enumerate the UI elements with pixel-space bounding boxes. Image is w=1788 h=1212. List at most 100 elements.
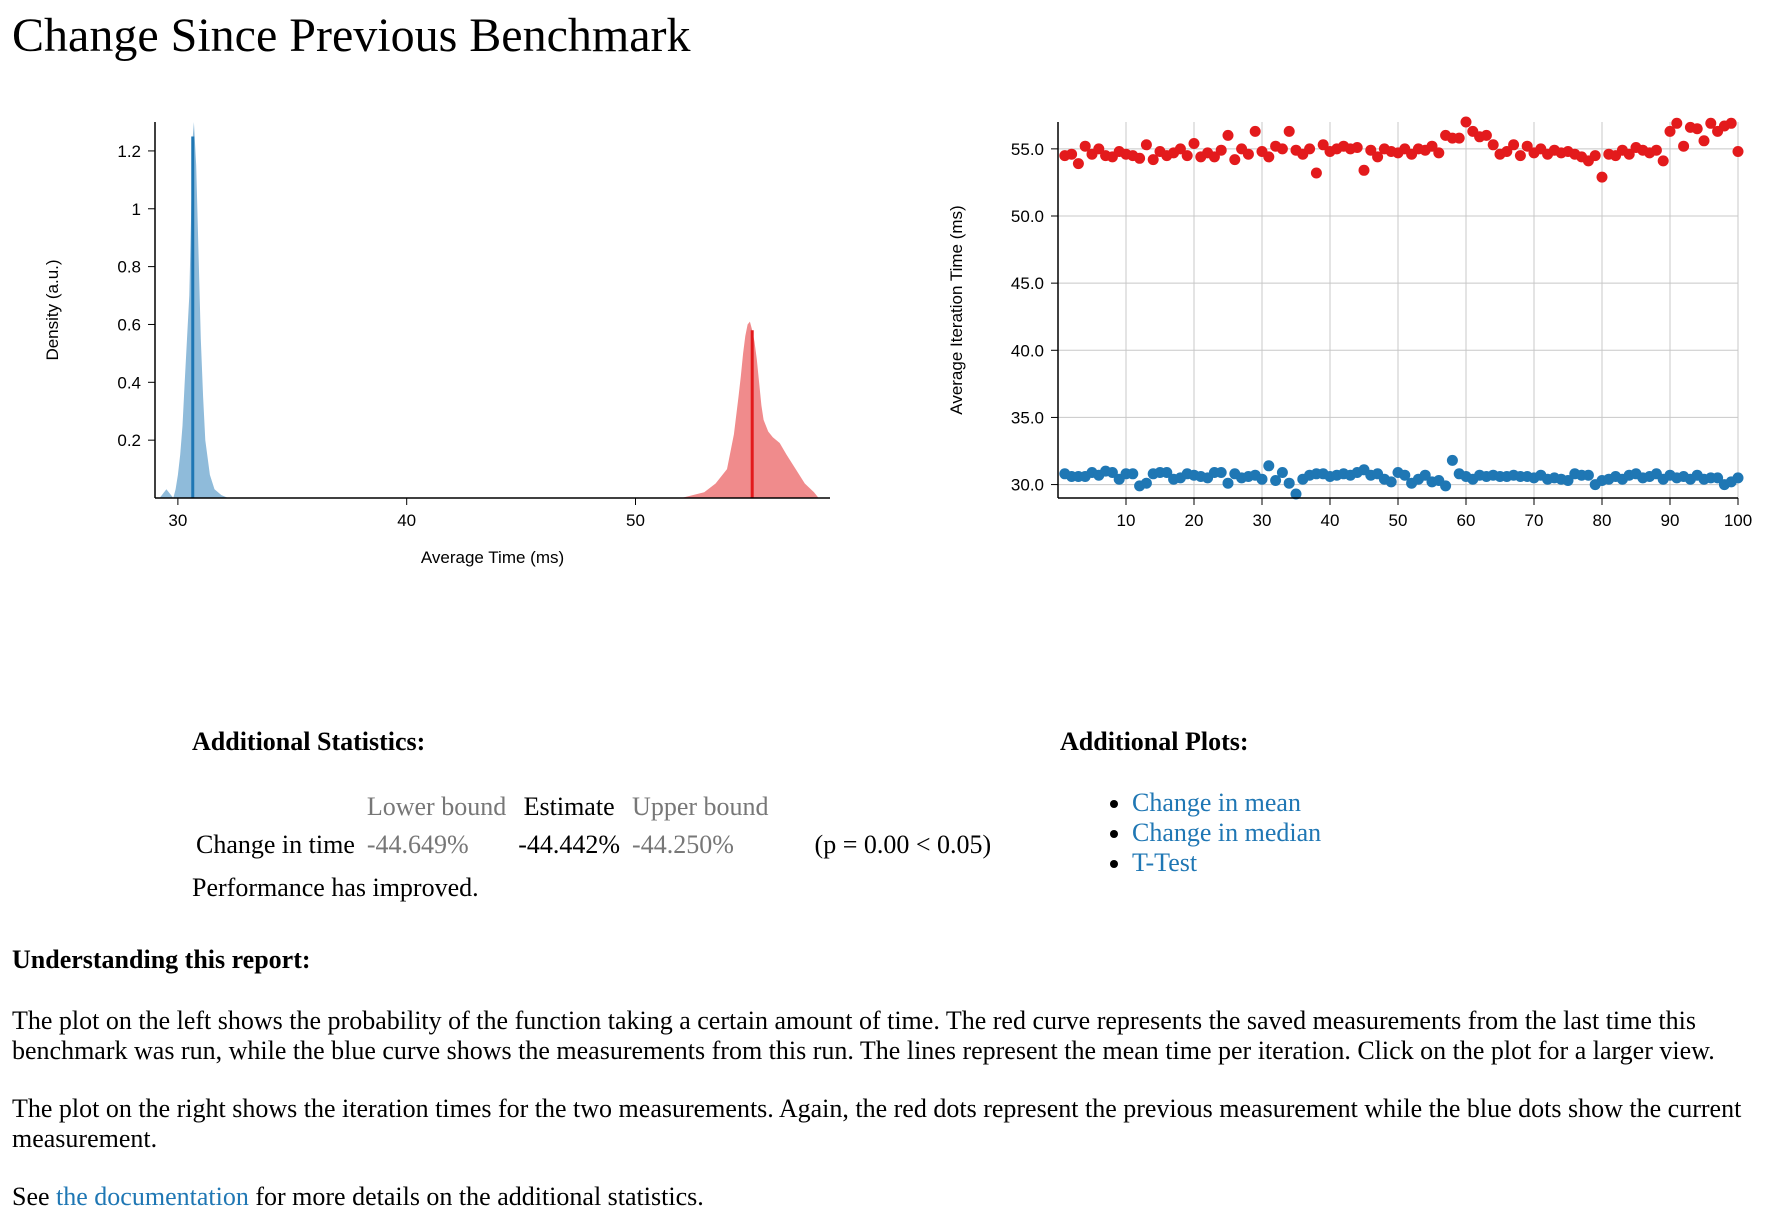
previous-iteration-point [1358, 164, 1370, 176]
previous-iteration-point [1283, 125, 1295, 137]
density-chart[interactable]: 30 40 50 0.2 0.4 0.6 0.8 1 1.2 Average Time (ms) D… [0, 100, 880, 680]
current-iteration-point [1283, 477, 1295, 489]
previous-iteration-point [1242, 148, 1254, 160]
current-iteration-point [1562, 475, 1574, 486]
y-tick-label: 0.2 [117, 431, 141, 450]
iteration-times-chart[interactable]: 10 20 30 40 50 60 70 80 90 100 30.0 35.0 40.0 45.0 50.… [880, 100, 1788, 680]
previous-iteration-point [1732, 146, 1744, 157]
y-tick-label: 45.0 [1011, 274, 1044, 293]
row-label: Change in time [196, 830, 355, 859]
current-iteration-point [1440, 480, 1452, 492]
previous-iteration-point [1222, 129, 1234, 141]
y-tick-label: 0.4 [117, 373, 141, 392]
upper-bound-value: -44.250% [632, 830, 734, 859]
current-iteration-point [1419, 469, 1431, 481]
previous-iteration-point [1623, 148, 1635, 160]
previous-iteration-point [1140, 139, 1152, 151]
estimate-value: -44.442% [518, 830, 621, 859]
previous-iteration-point [1093, 143, 1105, 155]
x-tick-label: 80 [1593, 511, 1612, 530]
x-tick-label: 50 [626, 511, 645, 530]
x-tick-label: 60 [1457, 511, 1476, 530]
current-iteration-point [1270, 475, 1282, 486]
previous-iteration-point [1705, 117, 1717, 129]
x-tick-label: 30 [1253, 511, 1272, 530]
previous-iteration-point [1215, 144, 1227, 156]
statistics-header-row: Lower bound Estimate Upper bound [190, 788, 997, 826]
previous-iteration-point [1365, 144, 1377, 156]
statistics-table: Lower bound Estimate Upper bound Change … [190, 788, 997, 864]
documentation-link[interactable]: the documentation [56, 1182, 249, 1211]
previous-iteration-point [1072, 158, 1084, 170]
documentation-note: See the documentation for more details o… [12, 1182, 1772, 1212]
understanding-heading: Understanding this report: [12, 945, 311, 974]
y-axis-label: Density (a.u.) [43, 259, 62, 360]
lower-bound-header: Lower bound [366, 792, 507, 821]
previous-iteration-point [1263, 151, 1275, 163]
previous-iteration-point [1596, 171, 1608, 183]
p-value: (p = 0.00 < 0.05) [814, 830, 992, 859]
current-iteration-point [1127, 468, 1139, 480]
previous-iteration-point [1460, 116, 1472, 128]
previous-iteration-point [1372, 151, 1384, 163]
previous-iteration-point [1351, 142, 1363, 153]
change-in-median-link[interactable]: Change in median [1132, 818, 1322, 847]
previous-iteration-point [1650, 144, 1662, 156]
current-iteration-point [1256, 473, 1268, 485]
previous-iteration-point [1521, 140, 1533, 152]
see-suffix: for more details on the additional stati… [248, 1182, 704, 1211]
previous-iteration-point [1276, 143, 1288, 155]
previous-iteration-point [1657, 155, 1669, 167]
y-tick-label: 0.8 [117, 258, 141, 277]
x-tick-label: 10 [1117, 511, 1136, 530]
current-iteration-point [1215, 467, 1227, 478]
x-tick-label: 20 [1185, 511, 1204, 530]
previous-iteration-point [1426, 140, 1438, 152]
previous-iteration-point [1066, 148, 1078, 160]
additional-statistics-heading: Additional Statistics: [192, 727, 426, 756]
y-axis-label: Average Iteration Time (ms) [947, 205, 966, 414]
previous-iteration-point [1691, 123, 1703, 135]
lower-bound-value: -44.649% [366, 830, 469, 859]
estimate-header: Estimate [523, 792, 615, 821]
previous-iteration-point [1698, 135, 1710, 147]
page-title: Change Since Previous Benchmark [12, 9, 691, 62]
previous-iteration-point [1514, 150, 1526, 162]
list-item: T-Test [1132, 848, 1321, 878]
current-iteration-point [1446, 454, 1458, 466]
y-tick-label: 1 [132, 200, 141, 219]
current-iteration-point [1385, 476, 1397, 488]
previous-iteration-point [1480, 129, 1492, 141]
t-test-link[interactable]: T-Test [1132, 848, 1198, 877]
current-iteration-point [1582, 469, 1594, 481]
previous-iteration-point [1134, 152, 1146, 164]
previous-iteration-point [1079, 140, 1091, 152]
previous-iteration-point [1664, 125, 1676, 137]
additional-plots-heading: Additional Plots: [1060, 727, 1249, 756]
previous-iteration-point [1147, 154, 1159, 166]
current-iteration-point [1290, 488, 1302, 500]
list-item: Change in median [1132, 818, 1321, 848]
previous-iteration-point [1304, 143, 1316, 155]
previous-iteration-point [1508, 139, 1520, 151]
previous-iteration-point [1181, 150, 1193, 162]
current-iteration-point [1106, 467, 1118, 478]
y-tick-label: 1.2 [117, 142, 141, 161]
y-tick-label: 0.6 [117, 315, 141, 334]
current-iteration-point [1161, 467, 1173, 478]
additional-plots-list: Change in mean Change in median T-Test [1088, 788, 1321, 878]
previous-iteration-point [1453, 132, 1465, 144]
y-tick-label: 40.0 [1011, 341, 1044, 360]
previous-iteration-point [1317, 139, 1329, 151]
change-in-mean-link[interactable]: Change in mean [1132, 788, 1301, 817]
x-axis-label: Average Time (ms) [421, 548, 564, 567]
change-in-time-row: Change in time -44.649% -44.442% -44.250… [190, 826, 997, 864]
see-prefix: See [12, 1182, 57, 1211]
x-tick-label: 40 [1321, 511, 1340, 530]
previous-iteration-point [1725, 117, 1737, 129]
x-tick-label: 50 [1389, 511, 1408, 530]
current-iteration-point [1140, 477, 1152, 489]
current-iteration-point [1222, 477, 1234, 489]
x-tick-label: 40 [397, 511, 416, 530]
previous-iteration-point [1188, 138, 1200, 149]
